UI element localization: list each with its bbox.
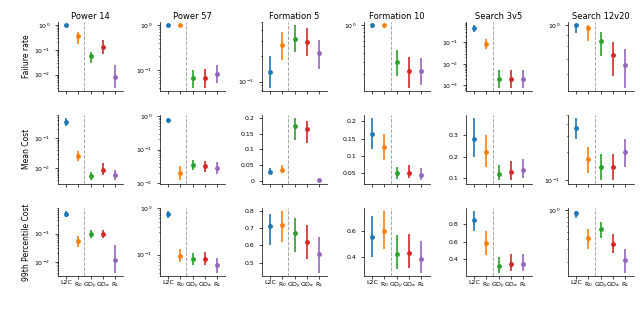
Title: Power 57: Power 57: [173, 12, 212, 21]
Y-axis label: Failure rate: Failure rate: [22, 35, 31, 78]
Title: Power 14: Power 14: [71, 12, 110, 21]
Y-axis label: Mean Cost: Mean Cost: [22, 129, 31, 169]
Title: Search 3v5: Search 3v5: [475, 12, 522, 21]
Title: Formation 10: Formation 10: [369, 12, 424, 21]
Y-axis label: 99th Percentile Cost: 99th Percentile Cost: [22, 203, 31, 281]
Title: Search 12v20: Search 12v20: [572, 12, 630, 21]
Title: Formation 5: Formation 5: [269, 12, 320, 21]
